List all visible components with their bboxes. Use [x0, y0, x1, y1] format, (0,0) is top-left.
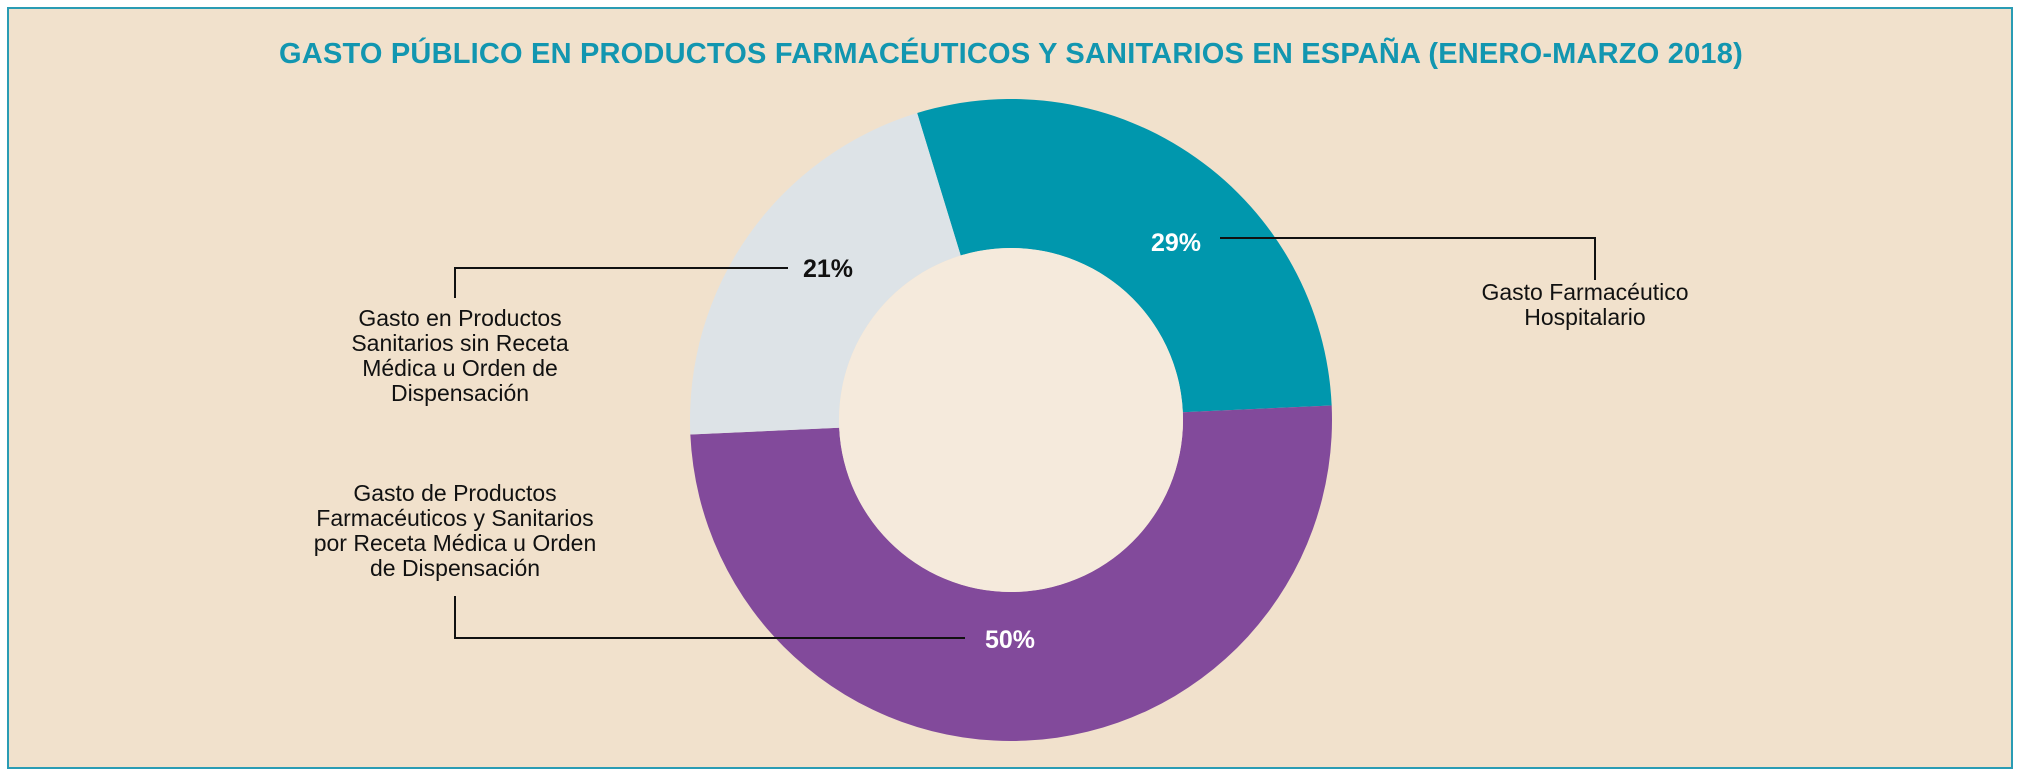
slice-label-por-receta: Gasto de Productos Farmacéuticos y Sanit… [313, 480, 597, 581]
value-label-sin-receta: 21% [803, 255, 853, 283]
chart-title: GASTO PÚBLICO EN PRODUCTOS FARMACÉUTICOS… [279, 38, 1743, 70]
slice-por-receta [690, 405, 1332, 741]
slice-label-sin-receta: Gasto en Productos Sanitarios sin Receta… [351, 305, 569, 406]
leader-line-por-receta [454, 596, 965, 639]
value-label-por-receta: 50% [985, 626, 1035, 654]
slice-sin-receta [690, 113, 961, 435]
slice-hospitalario [917, 98, 1332, 413]
leader-line-sin-receta [454, 267, 788, 298]
slice-label-hospitalario: Gasto Farmacéutico Hospitalario [1481, 279, 1689, 330]
leader-line-hospitalario [1220, 237, 1596, 280]
value-label-hospitalario: 29% [1151, 229, 1201, 257]
donut-hole [839, 248, 1183, 592]
